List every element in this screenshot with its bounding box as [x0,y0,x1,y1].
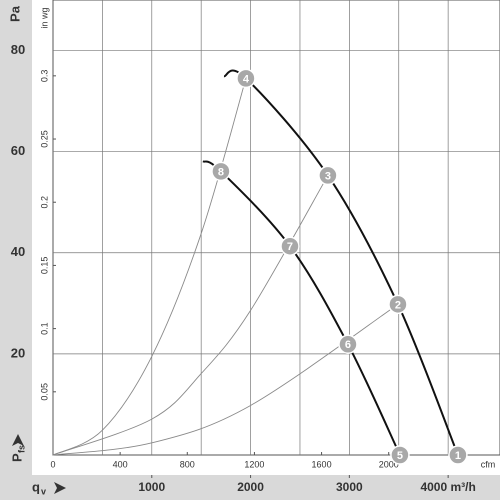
y2-tick-label: 0.25 [39,130,49,148]
operating-point-label: 4 [243,73,250,85]
flow-q: q [32,479,40,494]
operating-point-label: 8 [218,166,224,178]
x2-tick-label: 0 [50,459,55,469]
y-label: Pa [7,5,22,22]
y-tick-label: 40 [11,244,25,259]
pressure-symbol: P fs [9,445,26,462]
pressure-sub: fs [16,445,26,453]
x-tick-label: 1000 [138,480,165,494]
x2-tick-label: 2000 [379,459,399,469]
left-band [0,0,32,500]
y-tick-label: 20 [11,345,25,360]
bottom-band [0,475,500,500]
operating-point-label: 7 [287,241,293,253]
y2-tick-label: 0.05 [39,383,49,401]
operating-point [318,165,338,186]
y2-tick-label: 0.15 [39,257,49,275]
x2-label: cfm [481,459,496,469]
x-tick-label: 3000 [336,480,363,494]
pressure-p: P [9,453,24,462]
x2-tick-label: 800 [180,459,195,469]
flow-sub: v [41,486,46,496]
x-tick-label: 2000 [237,480,264,494]
y2-label: in wg [39,7,49,28]
operating-point [338,334,358,355]
operating-point-label: 2 [395,299,401,311]
operating-point-label: 6 [345,339,351,351]
y2-tick-label: 0.1 [39,322,49,335]
flow-arrow [54,482,66,494]
x2-tick-label: 1600 [312,459,332,469]
y2-tick-label: 0.3 [39,70,49,83]
operating-point [388,294,408,315]
x-tick-label: 4000 m³/h [420,480,475,494]
x2-tick-label: 400 [113,459,128,469]
operating-point-label: 5 [397,450,403,462]
operating-point [390,445,410,465]
pressure-arrow [12,434,24,446]
operating-point-label: 1 [455,450,461,462]
y-tick-label: 80 [11,42,25,57]
operating-point [236,68,256,89]
x2-tick-label: 1200 [244,459,264,469]
operating-point-label: 3 [325,170,331,182]
plot-frame [52,0,500,456]
y-tick-label: 60 [11,143,25,158]
operating-point [448,445,468,465]
operating-point [280,236,300,256]
operating-point [211,161,231,182]
y2-tick-label: 0.2 [39,196,49,209]
